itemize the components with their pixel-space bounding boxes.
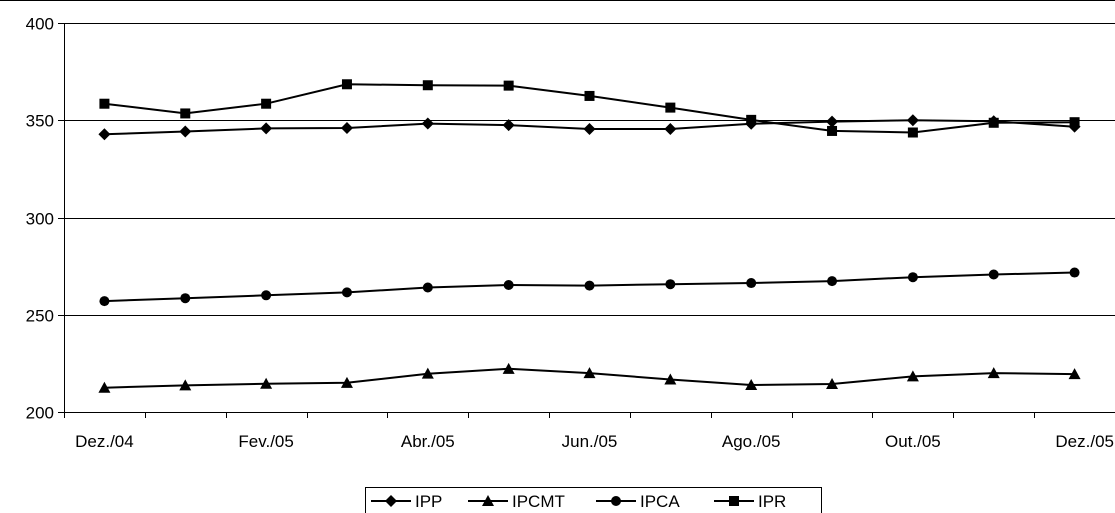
- data-point-ipca: [988, 269, 999, 280]
- data-point-ipcmt: [664, 373, 677, 385]
- data-point-ipca: [261, 290, 272, 301]
- data-point-ipcmt: [906, 370, 919, 382]
- data-point-ipr: [907, 127, 918, 138]
- y-tick-label: 300: [26, 210, 54, 229]
- data-point-ipca: [665, 279, 676, 290]
- data-point-ipca: [746, 278, 757, 289]
- plot-area: 200 250 300 350 400 Dez./04 Fev./05 Abr./05 Jun.…: [0, 0, 1115, 451]
- data-point-ipca: [341, 287, 352, 298]
- data-point-ipca: [1069, 267, 1080, 278]
- data-point-ipp: [826, 115, 839, 128]
- data-point-ipr: [180, 108, 191, 119]
- data-point-ipp: [906, 114, 919, 127]
- data-point-ipr: [746, 114, 757, 125]
- data-point-ipca: [503, 279, 514, 290]
- legend-marker-ipr: [729, 496, 739, 506]
- data-point-ipp: [583, 123, 596, 136]
- legend-label-ipcmt: IPCMT: [512, 492, 565, 511]
- x-tick-label: Dez./05: [1055, 432, 1114, 451]
- data-point-ipca: [827, 276, 838, 287]
- data-point-ipr: [341, 79, 352, 90]
- legend-marker-ipp: [385, 495, 397, 507]
- data-point-ipcmt: [1068, 368, 1081, 380]
- legend: IPP IPCMT IPCA IPR: [365, 487, 822, 513]
- data-point-ipp: [502, 119, 515, 132]
- data-point-ipca: [99, 296, 110, 307]
- data-point-ipca: [907, 272, 918, 283]
- data-point-ipr: [827, 125, 838, 136]
- x-tick-label: Fev./05: [238, 432, 293, 451]
- legend-label-ipca: IPCA: [640, 492, 680, 511]
- data-point-ipp: [98, 128, 111, 141]
- y-tick-label: 400: [26, 15, 54, 34]
- data-point-ipcmt: [987, 367, 1000, 379]
- data-point-ipr: [1069, 117, 1080, 128]
- y-tick-label: 350: [26, 112, 54, 131]
- y-tick-label: 250: [26, 307, 54, 326]
- x-tick-label: Out./05: [885, 432, 941, 451]
- data-point-ipp: [664, 123, 677, 136]
- data-point-ipp: [179, 125, 192, 138]
- data-point-ipp: [340, 122, 353, 135]
- data-point-ipp: [260, 122, 273, 135]
- data-point-ipcmt: [260, 377, 273, 389]
- data-point-ipcmt: [502, 362, 515, 374]
- data-point-ipca: [180, 293, 191, 304]
- data-point-ipcmt: [98, 381, 111, 393]
- data-point-ipr: [422, 80, 433, 91]
- data-point-ipcmt: [745, 378, 758, 390]
- legend-label-ipp: IPP: [415, 492, 442, 511]
- data-point-ipcmt: [340, 376, 353, 388]
- x-tick-label: Ago./05: [722, 432, 781, 451]
- data-point-ipcmt: [826, 377, 839, 389]
- data-point-ipr: [503, 80, 514, 91]
- legend-marker-ipcmt: [482, 495, 494, 506]
- x-tick-label: Jun./05: [562, 432, 618, 451]
- data-point-ipr: [665, 102, 676, 113]
- data-point-ipcmt: [421, 367, 434, 379]
- data-point-ipr: [584, 90, 595, 101]
- legend-label-ipr: IPR: [758, 492, 786, 511]
- data-point-ipca: [584, 280, 595, 291]
- x-tick-label: Dez./04: [75, 432, 134, 451]
- x-tick-label: Abr./05: [401, 432, 455, 451]
- legend-marker-ipca: [611, 496, 621, 506]
- y-tick-label: 200: [26, 404, 54, 423]
- data-point-ipcmt: [179, 379, 192, 391]
- data-point-ipp: [421, 117, 434, 130]
- data-point-ipr: [261, 98, 272, 109]
- data-point-ipca: [422, 282, 433, 293]
- data-point-ipr: [988, 117, 999, 128]
- data-point-ipr: [99, 98, 110, 109]
- data-point-ipcmt: [583, 367, 596, 379]
